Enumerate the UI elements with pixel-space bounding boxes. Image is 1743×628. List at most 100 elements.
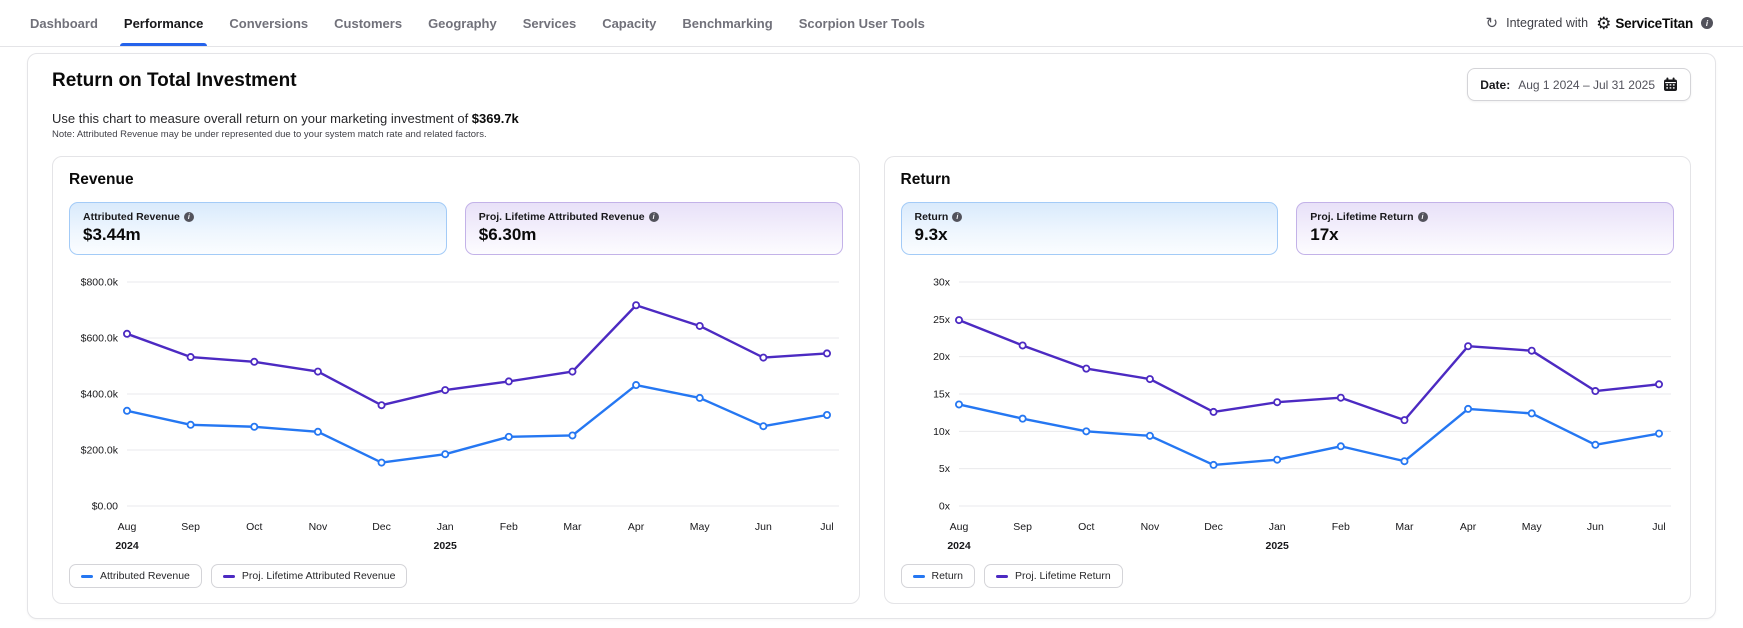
- data-point[interactable]: [504, 432, 513, 441]
- date-range-picker[interactable]: Date: Aug 1 2024 – Jul 31 2025: [1467, 68, 1691, 101]
- info-icon[interactable]: i: [183, 212, 194, 222]
- data-point[interactable]: [186, 353, 195, 362]
- sync-icon[interactable]: ↻: [1485, 14, 1499, 32]
- data-point[interactable]: [1209, 460, 1218, 469]
- data-point[interactable]: [759, 422, 768, 431]
- data-point[interactable]: [123, 406, 132, 415]
- investment-amount: $369.7k: [471, 111, 519, 126]
- info-icon[interactable]: i: [648, 212, 659, 222]
- data-point[interactable]: [377, 458, 386, 467]
- data-point[interactable]: [954, 400, 963, 409]
- data-point[interactable]: [1081, 427, 1090, 436]
- date-label: Date:: [1480, 77, 1511, 92]
- x-tick-label: Nov: [1140, 521, 1159, 533]
- data-point[interactable]: [632, 301, 641, 310]
- nav-tab-services[interactable]: Services: [522, 15, 577, 31]
- data-point[interactable]: [250, 357, 259, 366]
- data-point[interactable]: [313, 427, 322, 436]
- legend-item-proj-lifetime-return[interactable]: Proj. Lifetime Return: [984, 564, 1123, 588]
- data-point[interactable]: [954, 316, 963, 325]
- data-point[interactable]: [759, 353, 768, 362]
- data-point[interactable]: [1336, 393, 1345, 402]
- data-point[interactable]: [250, 422, 259, 431]
- x-tick-label: Dec: [1204, 521, 1223, 533]
- data-point[interactable]: [1527, 409, 1536, 418]
- x-tick-label: Aug: [949, 521, 968, 533]
- revenue-chart[interactable]: $800.0k $600.0k $400.0k $200.0k $0.00 Aug Sep O…: [69, 268, 843, 560]
- x-tick-label: Jun: [1586, 521, 1603, 533]
- top-nav: Dashboard Performance Conversions Customers…: [0, 0, 1743, 47]
- data-point[interactable]: [1463, 404, 1472, 413]
- stat-value: 17x: [1310, 225, 1339, 244]
- data-point[interactable]: [1590, 440, 1599, 449]
- nav-tab-geography[interactable]: Geography: [428, 15, 497, 31]
- data-point[interactable]: [695, 321, 704, 330]
- data-point[interactable]: [313, 367, 322, 376]
- data-point[interactable]: [823, 410, 832, 419]
- data-point[interactable]: [1272, 398, 1281, 407]
- data-point[interactable]: [1590, 387, 1599, 396]
- data-point[interactable]: [504, 377, 513, 386]
- x-tick-label: Nov: [309, 521, 328, 533]
- x-year-label: 2024: [947, 540, 971, 552]
- nav-tabs: Dashboard Performance Conversions Customers…: [30, 0, 925, 46]
- data-point[interactable]: [568, 431, 577, 440]
- return-stat-card-blue: Return i 9.3x: [900, 202, 1279, 255]
- data-point[interactable]: [441, 450, 450, 459]
- return-chart[interactable]: 30x 25x 20x 15x 10x 5x 0x Aug Sep Oct Nov Dec Jan Feb…: [901, 268, 1675, 560]
- y-tick-label: $400.0k: [81, 389, 119, 401]
- y-tick-label: 25x: [933, 314, 951, 326]
- data-point[interactable]: [1145, 431, 1154, 440]
- legend-label: Proj. Lifetime Attributed Revenue: [241, 570, 396, 582]
- y-tick-label: $200.0k: [81, 445, 119, 457]
- series-line-proj-lifetime-attributed-revenue: [125, 304, 829, 407]
- data-point[interactable]: [1336, 442, 1345, 451]
- nav-tab-customers[interactable]: Customers: [334, 15, 403, 31]
- nav-tab-benchmarking[interactable]: Benchmarking: [682, 15, 773, 31]
- revenue-panel: Revenue Attributed Revenue i $3.44m Proj. L…: [52, 156, 860, 604]
- integration-label: Integrated with: [1506, 16, 1589, 30]
- data-point[interactable]: [568, 367, 577, 376]
- revenue-panel-title: Revenue: [69, 171, 134, 188]
- info-icon[interactable]: i: [1701, 17, 1713, 29]
- data-point[interactable]: [695, 393, 704, 402]
- data-point[interactable]: [1018, 341, 1027, 350]
- data-point[interactable]: [1654, 429, 1663, 438]
- legend-label: Return: [931, 570, 964, 582]
- data-point[interactable]: [1081, 364, 1090, 373]
- data-point[interactable]: [632, 381, 641, 390]
- stat-label: Attributed Revenue: [83, 211, 180, 223]
- nav-tab-capacity[interactable]: Capacity: [602, 15, 657, 31]
- data-point[interactable]: [1209, 407, 1218, 416]
- data-point[interactable]: [1527, 346, 1536, 355]
- info-icon[interactable]: i: [952, 212, 963, 222]
- data-point[interactable]: [1018, 414, 1027, 423]
- data-point[interactable]: [1399, 457, 1408, 466]
- data-point[interactable]: [123, 329, 132, 338]
- data-point[interactable]: [441, 386, 450, 395]
- nav-tab-conversions[interactable]: Conversions: [229, 15, 309, 31]
- legend-item-proj-lifetime-attributed-revenue[interactable]: Proj. Lifetime Attributed Revenue: [210, 564, 408, 588]
- legend-item-attributed-revenue[interactable]: Attributed Revenue: [69, 564, 202, 588]
- legend-label: Attributed Revenue: [100, 570, 190, 582]
- data-point[interactable]: [823, 349, 832, 358]
- info-icon[interactable]: i: [1417, 212, 1428, 222]
- x-tick-label: Feb: [1331, 521, 1349, 533]
- y-tick-label: 30x: [933, 277, 951, 289]
- nav-tab-scorpion-user-tools[interactable]: Scorpion User Tools: [798, 15, 925, 31]
- nav-tab-performance[interactable]: Performance: [119, 0, 208, 46]
- stat-value: $3.44m: [83, 225, 141, 244]
- x-tick-label: Aug: [118, 521, 137, 533]
- data-point[interactable]: [186, 420, 195, 429]
- y-tick-label: 10x: [933, 426, 951, 438]
- nav-tab-dashboard[interactable]: Dashboard: [30, 15, 98, 31]
- data-point[interactable]: [1463, 342, 1472, 351]
- data-point[interactable]: [1145, 375, 1154, 384]
- y-tick-label: 15x: [933, 389, 951, 401]
- y-tick-label: $600.0k: [81, 333, 119, 345]
- data-point[interactable]: [1399, 416, 1408, 425]
- legend-item-return[interactable]: Return: [900, 564, 976, 588]
- data-point[interactable]: [377, 401, 386, 410]
- data-point[interactable]: [1654, 380, 1663, 389]
- data-point[interactable]: [1272, 455, 1281, 464]
